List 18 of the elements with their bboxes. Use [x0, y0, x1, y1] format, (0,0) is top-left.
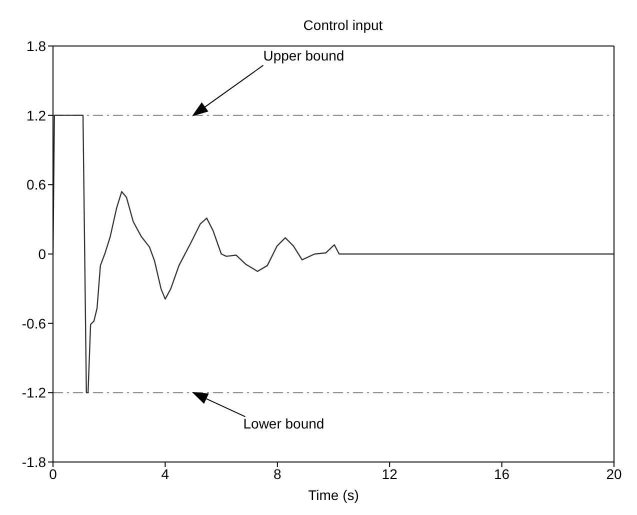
ref-line-label: Lower bound	[243, 416, 324, 432]
x-tick-label: 8	[274, 466, 282, 482]
x-tick-label: 4	[161, 466, 170, 482]
x-tick-label: 0	[49, 466, 58, 482]
line-series	[53, 114, 614, 394]
x-tick-label: 16	[494, 466, 510, 482]
y-tick-label: 0	[38, 246, 46, 262]
ref-line-label: Upper bound	[263, 47, 344, 64]
y-tick-label: 0.6	[26, 176, 46, 193]
x-tick-label: 12	[382, 466, 398, 482]
x-tick-label: 20	[606, 466, 622, 482]
chart-title: Control input	[303, 17, 383, 33]
y-tick-label: -0.6	[22, 315, 46, 332]
y-tick-label: 1.2	[26, 107, 46, 124]
y-tick-label: -1.2	[22, 384, 46, 401]
y-tick-label: -1.8	[22, 454, 46, 470]
y-tick-label: 1.8	[26, 38, 46, 54]
x-axis-title: Time (s)	[308, 487, 359, 503]
